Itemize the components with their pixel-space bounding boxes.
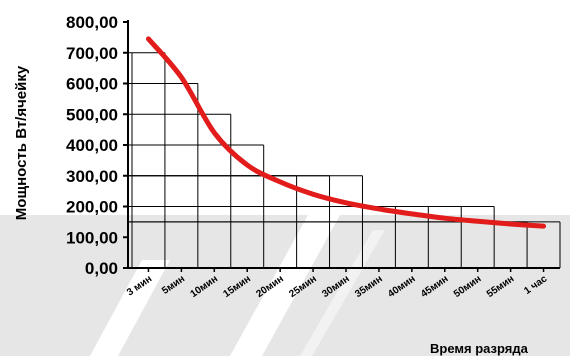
x-axis-title: Время разряда	[430, 341, 529, 356]
background-stripe	[300, 230, 385, 356]
y-axis-title: Мощность Вт/ячейку	[13, 65, 30, 220]
y-tick-label: 100,00	[66, 228, 118, 247]
y-tick-label: 500,00	[66, 105, 118, 124]
series-line	[145, 36, 547, 229]
background-stripe	[230, 215, 340, 356]
series-layer	[145, 36, 547, 229]
background-stripe	[90, 260, 170, 356]
y-tick-label: 400,00	[66, 136, 118, 155]
y-tick-label: 700,00	[66, 44, 118, 63]
y-tick-label: 200,00	[66, 198, 118, 217]
background-decoration	[0, 215, 570, 356]
y-tick-label: 600,00	[66, 75, 118, 94]
labels: Мощность Вт/ячейку Время разряда	[13, 65, 529, 356]
y-tick-label: 300,00	[66, 167, 118, 186]
y-tick-label: 800,00	[66, 13, 118, 32]
y-tick-label: 0,00	[85, 259, 118, 278]
